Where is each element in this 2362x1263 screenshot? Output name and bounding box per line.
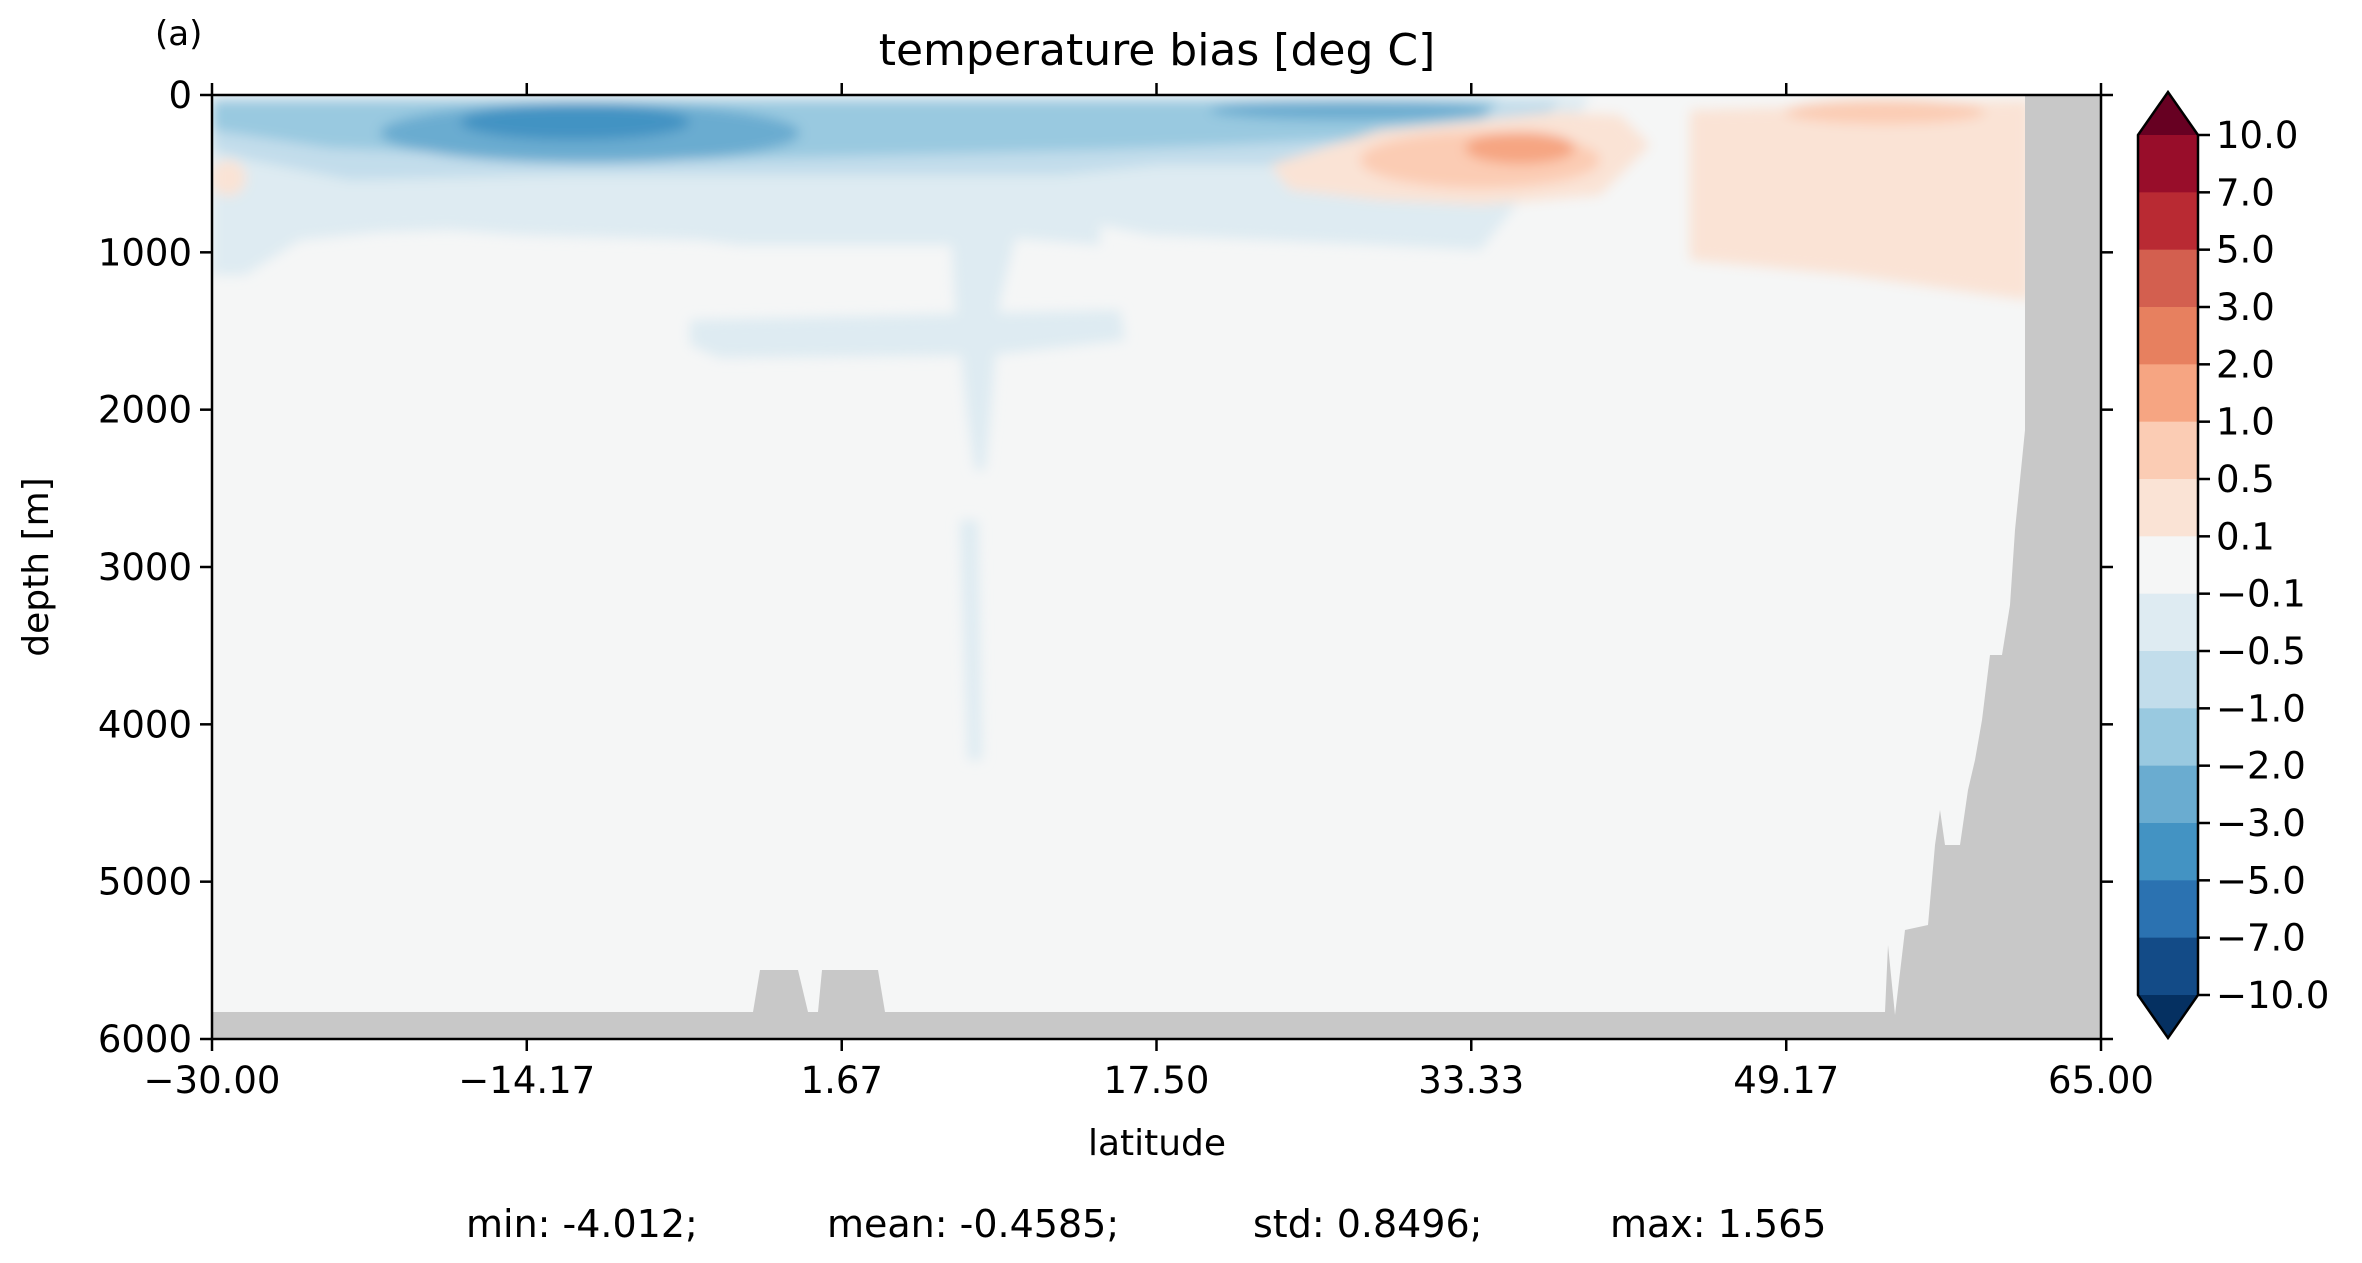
field-anomalies — [212, 95, 2030, 760]
colorbar-tick-label: 3.0 — [2216, 286, 2275, 329]
cool-tongue — [690, 310, 1125, 358]
colorbar-extend-min — [2138, 995, 2198, 1038]
colorbar-segment — [2138, 765, 2198, 824]
y-tick-label: 2000 — [98, 389, 192, 432]
y-tick-label: 3000 — [98, 546, 192, 589]
colorbar-tick-label: −1.0 — [2216, 687, 2306, 730]
y-tick-label: 0 — [168, 74, 192, 117]
colorbar-tick-label: −5.0 — [2216, 859, 2306, 902]
colorbar-segment — [2138, 536, 2198, 595]
colorbar: 10.0 7.0 5.0 3.0 2.0 1.0 0.5 0.1 −0.1 −0.5 −1.0 −2.… — [2136, 89, 2329, 1041]
cool-core-inner — [460, 104, 690, 140]
colorbar-segment — [2138, 593, 2198, 652]
y-axis: 0 1000 2000 3000 4000 5000 6000 — [98, 74, 2113, 1061]
colorbar-segment — [2138, 479, 2198, 537]
x-axis: −30.00 −14.17 1.67 17.50 33.33 49.17 65.00 — [144, 83, 2154, 1102]
bottom-topography — [212, 970, 1890, 1039]
x-tick-label: −30.00 — [144, 1059, 281, 1102]
colorbar-tick-label: −3.0 — [2216, 802, 2306, 845]
northern-warm-region — [1690, 100, 2030, 300]
colorbar-tick-label: −7.0 — [2216, 917, 2306, 960]
y-axis-label: depth [m] — [16, 477, 57, 656]
abyssal-cool-streak — [960, 520, 982, 760]
colorbar-segment — [2138, 192, 2198, 251]
y-tick-label: 4000 — [98, 703, 192, 746]
stat-mean: mean: -0.4585; — [827, 1202, 1119, 1246]
x-tick-label: 1.67 — [801, 1059, 883, 1102]
colorbar-tick-label: −0.1 — [2216, 573, 2306, 616]
x-tick-label: 65.00 — [2048, 1059, 2154, 1102]
colorbar-tick-label: 10.0 — [2216, 114, 2298, 157]
colorbar-tick-label: −2.0 — [2216, 745, 2306, 788]
western-warm-spot — [212, 160, 246, 196]
x-tick-label: 17.50 — [1104, 1059, 1210, 1102]
colorbar-tick-label: 5.0 — [2216, 229, 2275, 272]
colorbar-segment — [2138, 135, 2198, 193]
stats-line: min: -4.012; mean: -0.4585; std: 0.8496;… — [466, 1202, 1826, 1246]
colorbar-segment — [2138, 249, 2198, 308]
colorbar-segment — [2138, 651, 2198, 709]
x-tick-label: −14.17 — [458, 1059, 595, 1102]
colorbar-segment — [2138, 307, 2198, 365]
colorbar-segment — [2138, 823, 2198, 881]
plot-area — [212, 95, 2101, 1039]
colorbar-segment — [2138, 364, 2198, 423]
subsurface-warm-core — [1465, 132, 1575, 164]
colorbar-segment — [2138, 421, 2198, 480]
colorbar-tick-label: 0.5 — [2216, 458, 2275, 501]
stat-max: max: 1.565 — [1610, 1202, 1826, 1246]
panel-label: (a) — [155, 14, 202, 54]
y-tick-label: 1000 — [98, 231, 192, 274]
stat-std: std: 0.8496; — [1253, 1202, 1482, 1246]
colorbar-tick-label: 1.0 — [2216, 401, 2275, 444]
colorbar-tick-label: 7.0 — [2216, 171, 2275, 214]
x-tick-label: 49.17 — [1733, 1059, 1839, 1102]
y-tick-label: 6000 — [98, 1018, 192, 1061]
x-tick-label: 33.33 — [1418, 1059, 1524, 1102]
colorbar-segment — [2138, 708, 2198, 767]
colorbar-segment — [2138, 937, 2198, 996]
land-mask — [1885, 95, 2101, 1039]
x-axis-label: latitude — [1088, 1123, 1226, 1164]
colorbar-tick-label: −10.0 — [2216, 974, 2329, 1017]
colorbar-tick-label: 0.1 — [2216, 515, 2275, 558]
colorbar-segment — [2138, 880, 2198, 939]
colorbar-tick-label: −0.5 — [2216, 630, 2306, 673]
colorbar-tick-label: 2.0 — [2216, 343, 2275, 386]
northern-warm-core — [1785, 100, 1985, 124]
shallow-cool-core — [1210, 100, 1490, 120]
y-tick-label: 5000 — [98, 861, 192, 904]
chart-title: temperature bias [deg C] — [879, 25, 1436, 76]
colorbar-extend-max — [2138, 92, 2198, 135]
stat-min: min: -4.012; — [466, 1202, 698, 1246]
